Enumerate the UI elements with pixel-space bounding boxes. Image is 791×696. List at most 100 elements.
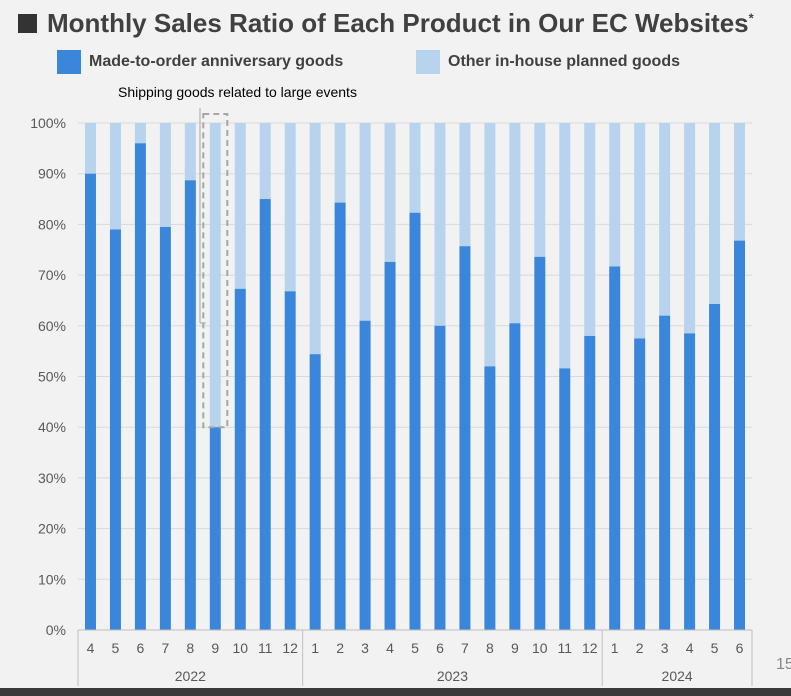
bar-made-to-order-segment (134, 143, 146, 630)
bar-other-segment (159, 123, 171, 227)
x-tick-label: 3 (361, 640, 369, 656)
bar-made-to-order-segment (109, 229, 121, 630)
x-tick-label: 8 (486, 640, 494, 656)
bar-made-to-order-segment (184, 180, 196, 630)
year-label: 2022 (175, 668, 206, 684)
bar-other-segment (284, 123, 296, 292)
year-label: 2024 (662, 668, 693, 684)
x-tick-label: 11 (258, 640, 273, 656)
x-tick-label: 9 (511, 640, 519, 656)
bar-made-to-order-segment (359, 320, 371, 630)
y-tick-label: 30% (38, 470, 66, 486)
x-tick-label: 2 (636, 640, 644, 656)
bar-other-segment (184, 123, 196, 181)
page-number: 15 (776, 656, 791, 673)
bar-made-to-order-segment (409, 212, 421, 630)
x-tick-label: 4 (686, 640, 694, 656)
bar-made-to-order-segment (684, 333, 696, 630)
x-tick-label: 4 (386, 640, 394, 656)
y-tick-label: 60% (38, 318, 66, 334)
bar-made-to-order-segment (284, 291, 296, 630)
x-tick-label: 12 (282, 640, 298, 656)
y-tick-label: 80% (38, 216, 66, 232)
bar-other-segment (509, 123, 521, 324)
x-tick-label: 1 (611, 640, 619, 656)
y-tick-label: 50% (38, 369, 66, 385)
bar-other-segment (384, 123, 396, 262)
title-square-icon (18, 14, 37, 33)
chart-title: Monthly Sales Ratio of Each Product in O… (47, 8, 754, 38)
x-tick-label: 2 (336, 640, 344, 656)
x-tick-label: 7 (461, 640, 469, 656)
legend-label-other: Other in-house planned goods (448, 53, 680, 70)
x-tick-label: 4 (87, 640, 95, 656)
title-row: Monthly Sales Ratio of Each Product in O… (18, 8, 754, 39)
y-tick-label: 40% (38, 419, 66, 435)
y-tick-label: 0% (46, 622, 66, 638)
bar-other-segment (309, 123, 321, 355)
bar-made-to-order-segment (434, 325, 446, 630)
y-tick-label: 100% (30, 115, 66, 131)
bar-other-segment (409, 123, 421, 213)
bar-other-segment (734, 123, 746, 241)
bar-other-segment (534, 123, 546, 257)
bar-made-to-order-segment (234, 288, 246, 630)
x-tick-label: 7 (161, 640, 169, 656)
bar-other-segment (259, 123, 271, 200)
bar-made-to-order-segment (609, 266, 621, 630)
bar-made-to-order-segment (709, 303, 721, 630)
bar-made-to-order-segment (534, 256, 546, 630)
bar-other-segment (134, 123, 146, 144)
bar-made-to-order-segment (334, 202, 346, 630)
bar-other-segment (609, 123, 621, 267)
bar-made-to-order-segment (84, 173, 96, 630)
bar-made-to-order-segment (384, 261, 396, 630)
annotation-dashed-box (202, 113, 229, 429)
bar-made-to-order-segment (159, 226, 171, 630)
legend-swatch-made-to-order (57, 50, 81, 74)
bar-other-segment (84, 123, 96, 174)
bar-made-to-order-segment (309, 354, 321, 630)
bar-other-segment (659, 123, 671, 316)
y-tick-label: 10% (38, 571, 66, 587)
bar-other-segment (484, 123, 496, 367)
x-tick-label: 12 (582, 640, 598, 656)
bar-made-to-order-segment (659, 315, 671, 630)
legend-item-other: Other in-house planned goods (416, 50, 680, 74)
bar-made-to-order-segment (259, 199, 271, 631)
annotation-label: Shipping goods related to large events (118, 84, 357, 100)
y-tick-label: 70% (38, 267, 66, 283)
x-tick-label: 5 (112, 640, 120, 656)
bar-other-segment (709, 123, 721, 304)
x-tick-label: 9 (211, 640, 219, 656)
x-tick-label: 5 (411, 640, 419, 656)
x-tick-label: 8 (186, 640, 194, 656)
x-tick-label: 11 (558, 640, 573, 656)
title-footnote-mark: * (748, 10, 754, 26)
bar-other-segment (234, 123, 246, 289)
x-tick-label: 3 (661, 640, 669, 656)
bar-other-segment (109, 123, 121, 230)
bar-made-to-order-segment (484, 366, 496, 630)
bottom-bar (0, 688, 791, 696)
bar-made-to-order-segment (584, 335, 596, 630)
bar-made-to-order-segment (509, 323, 521, 630)
legend-label-made-to-order: Made-to-order anniversary goods (89, 53, 344, 70)
x-tick-label: 1 (311, 640, 319, 656)
y-tick-label: 20% (38, 521, 66, 537)
x-tick-label: 6 (137, 640, 145, 656)
bar-other-segment (334, 123, 346, 203)
bar-made-to-order-segment (734, 240, 746, 630)
bar-other-segment (584, 123, 596, 336)
bar-other-segment (459, 123, 471, 247)
bar-made-to-order-segment (209, 427, 221, 630)
bar-other-segment (559, 123, 571, 369)
x-tick-label: 5 (711, 640, 719, 656)
bar-made-to-order-segment (559, 368, 571, 630)
x-tick-label: 10 (532, 640, 548, 656)
legend-swatch-other (416, 50, 440, 74)
bar-other-segment (209, 123, 221, 428)
bar-made-to-order-segment (634, 338, 646, 630)
bar-made-to-order-segment (459, 246, 471, 631)
